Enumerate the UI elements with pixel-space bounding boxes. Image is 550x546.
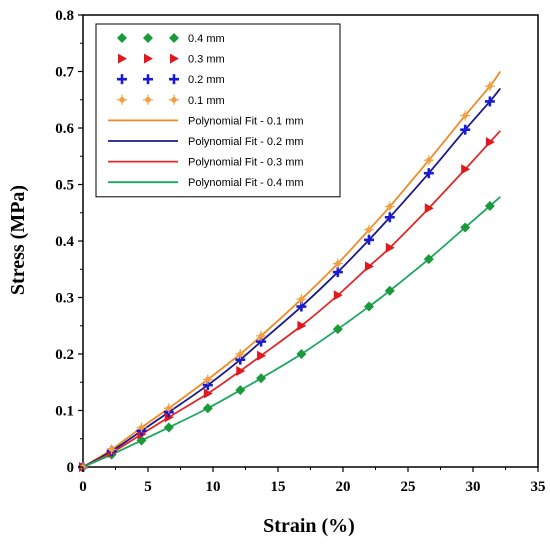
y-tick-label: 0.2: [55, 347, 74, 363]
data-point-plus: [423, 168, 434, 179]
data-point-diamond: [169, 33, 179, 43]
data-point-triangle: [170, 53, 179, 64]
y-tick-label: 0.8: [55, 8, 74, 24]
data-point-triangle: [424, 203, 434, 214]
data-point-plus: [364, 234, 374, 245]
data-point-diamond: [163, 422, 174, 433]
data-point-triangle: [236, 365, 246, 376]
data-point-plus: [117, 74, 127, 85]
x-tick-label: 10: [206, 479, 221, 495]
y-tick-label: 0.4: [55, 234, 74, 250]
data-point-star: [384, 201, 395, 212]
data-point-plus: [143, 74, 153, 85]
fit-line: [82, 196, 501, 468]
data-point-star: [106, 444, 117, 455]
data-point-plus: [484, 96, 495, 107]
legend: 0.4 mm 0.3 mm 0.2 mm 0.1 mm Polynomial Fit -…: [95, 23, 341, 198]
data-point-diamond: [235, 385, 246, 396]
x-tick-label: 0: [79, 479, 87, 495]
data-point-triangle: [333, 290, 343, 301]
data-point-diamond: [256, 373, 267, 384]
data-point-diamond: [143, 33, 153, 43]
data-point-triangle: [257, 350, 267, 361]
x-tick-label: 15: [271, 479, 286, 495]
data-point-diamond: [384, 285, 395, 296]
data-point-triangle: [365, 261, 374, 272]
data-point-star: [460, 110, 471, 121]
y-tick-label: 0.3: [55, 291, 74, 307]
data-point-star: [296, 294, 307, 305]
x-tick-label: 35: [531, 479, 546, 495]
legend-label: 0.1 mm: [188, 95, 225, 107]
data-point-plus: [332, 267, 343, 278]
legend-entry: Polynomial Fit - 0.3 mm: [108, 157, 304, 169]
legend-entry: 0.2 mm: [117, 74, 225, 86]
data-point-star: [169, 94, 179, 105]
legend-entry: Polynomial Fit - 0.4 mm: [108, 177, 304, 189]
data-point-star: [202, 374, 213, 385]
data-point-star: [235, 349, 246, 359]
data-point-triangle: [118, 53, 127, 64]
x-tick-label: 5: [144, 479, 152, 495]
x-tick-label: 30: [466, 479, 481, 495]
data-point-diamond: [117, 33, 127, 43]
data-point-star: [364, 224, 374, 235]
data-markers: [78, 81, 495, 472]
data-point-triangle: [385, 242, 395, 253]
y-axis-title: Stress (MPa): [7, 185, 29, 295]
data-point-diamond: [364, 301, 374, 312]
data-point-star: [136, 422, 147, 433]
data-point-triangle: [203, 388, 213, 399]
data-point-diamond: [332, 324, 343, 335]
data-point-star: [423, 155, 434, 166]
data-point-diamond: [460, 222, 471, 233]
data-point-triangle: [461, 164, 471, 175]
legend-label: Polynomial Fit - 0.3 mm: [188, 157, 304, 169]
x-axis-title: Strain (%): [263, 515, 355, 537]
data-point-triangle: [485, 137, 495, 148]
legend-label: Polynomial Fit - 0.4 mm: [188, 177, 304, 189]
data-point-diamond: [484, 200, 495, 211]
y-tick-label: 0.5: [55, 178, 74, 194]
data-point-diamond: [423, 254, 434, 265]
legend-label: Polynomial Fit - 0.2 mm: [188, 136, 304, 148]
data-point-star: [143, 94, 153, 105]
legend-entry: Polynomial Fit - 0.2 mm: [108, 136, 304, 148]
legend-label: Polynomial Fit - 0.1 mm: [188, 115, 304, 127]
data-point-star: [117, 94, 127, 105]
data-point-star: [256, 330, 267, 341]
data-point-triangle: [144, 53, 153, 64]
x-tick-label: 25: [401, 479, 416, 495]
data-point-plus: [169, 74, 179, 85]
data-point-star: [163, 403, 174, 414]
legend-label: 0.4 mm: [188, 33, 225, 45]
legend-entry: Polynomial Fit - 0.1 mm: [108, 115, 304, 127]
legend-box: [95, 23, 341, 198]
legend-entry: 0.1 mm: [117, 94, 225, 107]
legend-entry: 0.4 mm: [117, 33, 225, 45]
legend-label: 0.3 mm: [188, 54, 225, 66]
data-point-plus: [384, 212, 395, 223]
data-point-star: [332, 258, 343, 269]
y-tick-label: 0.7: [55, 65, 74, 81]
y-tick-label: 0: [67, 460, 75, 476]
y-tick-label: 0.6: [55, 121, 74, 137]
y-tick-label: 0.1: [55, 404, 74, 420]
legend-label: 0.2 mm: [188, 74, 225, 86]
data-point-triangle: [297, 320, 307, 331]
data-point-plus: [460, 124, 471, 135]
data-point-diamond: [296, 349, 307, 359]
data-point-diamond: [202, 403, 213, 414]
data-point-star: [484, 81, 495, 92]
legend-entry: 0.3 mm: [118, 53, 225, 66]
data-point-triangle: [164, 412, 174, 423]
x-tick-label: 20: [336, 479, 351, 495]
axes: 0 5 10 15 20 25 30 35 0 0.1 0.2 0.3 0.4 0.5 0.6 0.7 0.8: [55, 8, 545, 495]
